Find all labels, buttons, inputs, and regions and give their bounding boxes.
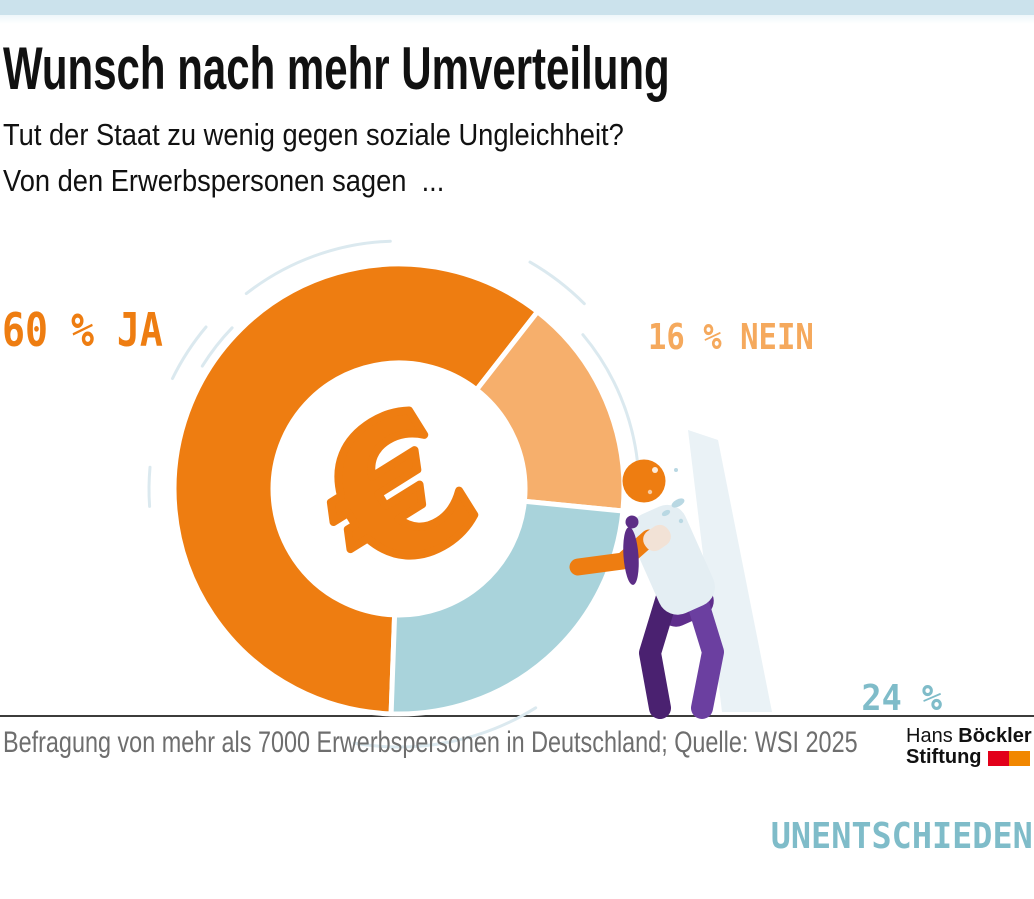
label-nein: 16 % NEIN: [648, 317, 814, 358]
sweat-drop: [671, 498, 685, 508]
pushing-person-illustration: [569, 430, 772, 719]
head-highlight: [647, 489, 653, 495]
decorative-arc: [244, 239, 392, 296]
decorative-arcs: [147, 239, 640, 749]
logo-name-bold: Böckler: [958, 725, 1032, 747]
decorative-arc: [171, 325, 208, 380]
person-back-leg: [686, 589, 724, 719]
head-highlight: [652, 467, 658, 473]
tie-blade: [623, 527, 639, 585]
subtitle-line-2: Von den Erwerbspersonen sagen ...: [3, 163, 445, 198]
sweat-drop: [661, 509, 671, 517]
label-unentschieden: 24 % UNENTSCHIEDEN: [771, 584, 1033, 899]
decorative-arc: [581, 333, 640, 470]
logo-red-square: [987, 750, 1009, 766]
person-arm: [569, 529, 658, 576]
label-unentschieden-word: UNENTSCHIEDEN: [770, 816, 1033, 857]
top-accent-bar: [0, 0, 1034, 15]
donut-slices: [171, 261, 627, 717]
logo-orange-square: [1008, 750, 1030, 766]
logo-name-regular: Hans: [906, 725, 953, 747]
source-note: Befragung von mehr als 7000 Erwerbsperso…: [3, 726, 858, 759]
label-ja: 60 % JA: [2, 303, 163, 357]
person-sleeve: [643, 524, 671, 552]
person-front-leg: [639, 586, 678, 719]
euro-icon: €: [280, 365, 513, 625]
top-accent-bar-fade: [0, 15, 1034, 24]
hans-boeckler-stiftung-logo: Hans Böckler Stiftung: [906, 726, 1032, 768]
sweat-drop: [674, 468, 678, 472]
motion-wedge: [688, 430, 772, 712]
label-unentschieden-value: 24 %: [861, 678, 943, 719]
logo-stiftung: Stiftung: [906, 746, 982, 768]
person-hips: [658, 581, 714, 627]
decorative-arc: [528, 260, 586, 306]
decorative-arc: [200, 326, 234, 368]
decorative-arc: [147, 465, 152, 508]
subtitle-line-1: Tut der Staat zu wenig gegen soziale Ung…: [3, 117, 624, 152]
person-head: [622, 459, 666, 503]
person-body: [629, 504, 715, 615]
page-title: Wunsch nach mehr Umverteilung: [3, 35, 670, 102]
donut-slice-ja: [171, 261, 542, 717]
donut-slice-nein: [473, 308, 627, 514]
subtitle: Tut der Staat zu wenig gegen soziale Ung…: [3, 112, 624, 204]
donut-slice-unentschieden: [388, 498, 626, 717]
logo-line-2: Stiftung: [906, 747, 1032, 768]
sweat-drop: [678, 518, 684, 524]
tie-knot: [625, 515, 639, 529]
logo-line-1: Hans Böckler: [906, 726, 1032, 747]
